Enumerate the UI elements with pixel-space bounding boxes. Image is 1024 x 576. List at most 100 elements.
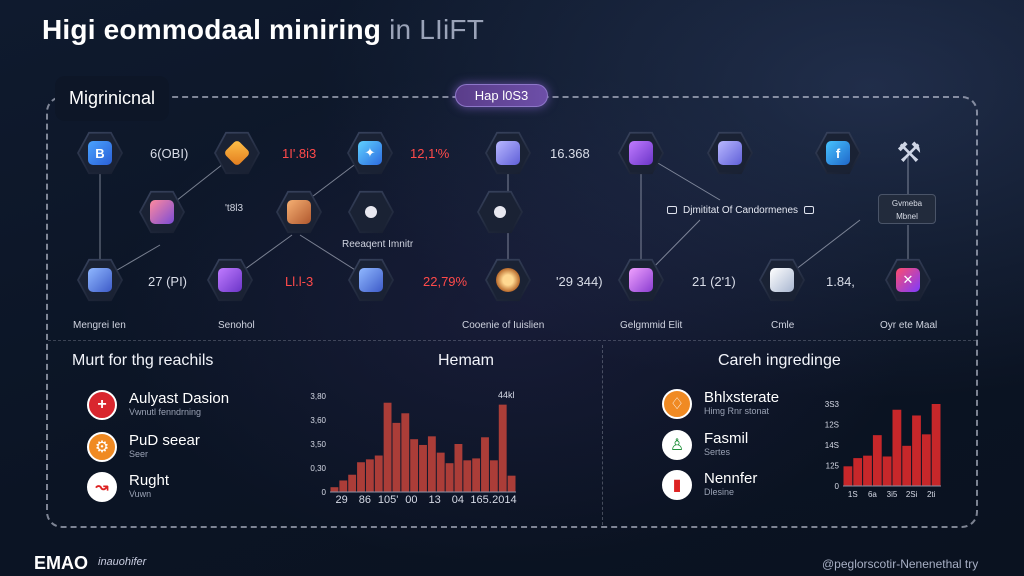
item-title: Bhlxsterate — [704, 389, 780, 406]
crate-glyph — [150, 200, 174, 224]
pickaxe-glyph — [629, 268, 653, 292]
peak-label: 44kl — [498, 390, 515, 400]
item-title: Fasmil — [704, 430, 749, 447]
y-tick-label: 0 — [835, 482, 840, 491]
bar — [365, 459, 374, 492]
bar — [330, 487, 339, 492]
left-list-item[interactable]: ↝ Rught Vuwn — [87, 472, 169, 502]
x-tick-label: 00 — [405, 494, 417, 506]
envelope-icon[interactable] — [759, 258, 805, 302]
bar — [912, 415, 921, 486]
cube-stack-glyph — [88, 268, 112, 292]
right-list-item[interactable]: ▮ Nennfer Dlesine — [662, 470, 757, 500]
x-tick-label: 165. — [470, 494, 491, 506]
bar — [931, 404, 941, 486]
bar — [339, 480, 348, 492]
route-icon: ↝ — [87, 472, 117, 502]
item-title: PuD seear — [129, 432, 200, 449]
y-tick-label: 14S — [825, 441, 839, 450]
crate-icon[interactable] — [139, 190, 185, 234]
footer-credit: @peglorscotir-Nenenethal try — [822, 557, 979, 571]
y-tick-label: 3,80 — [310, 392, 326, 401]
bar — [892, 409, 902, 486]
version-badge[interactable]: Hap l0S3 — [455, 84, 548, 107]
x-tick-label: 2Si — [906, 490, 918, 499]
coin-icon[interactable]: f — [815, 131, 861, 175]
caption-1: Mengrei Ien — [73, 320, 126, 331]
x-tick-label: 105' — [378, 494, 398, 506]
coin-glyph: f — [826, 141, 850, 165]
caption-6: Oyr ete Maal — [880, 320, 938, 331]
diamond-icon[interactable] — [214, 131, 260, 175]
right-list-item[interactable]: ♙ Fasmil Sertes — [662, 430, 748, 460]
title-suffix: in LIiFT — [389, 14, 485, 45]
caption-2: Senohol — [218, 320, 255, 331]
column-divider — [602, 345, 603, 525]
label-row-1: 27 (PI) — [148, 274, 188, 289]
gear-icon: ⚙ — [87, 432, 117, 462]
wallet-glyph: B — [88, 141, 112, 165]
box-glyph — [287, 200, 311, 224]
left-list-item[interactable]: + Aulyast Dasion Vwnutl fenndrning — [87, 390, 229, 420]
x-tick-label: 29 — [336, 494, 348, 506]
title-main: Higi eommodaal miniring — [42, 14, 382, 45]
left-list-item[interactable]: ⚙ PuD seear Seer — [87, 432, 200, 462]
bar — [843, 466, 853, 486]
pawn-icon: ♙ — [662, 430, 692, 460]
processor-glyph — [629, 141, 653, 165]
item-title: Nennfer — [704, 470, 758, 487]
cube-stack-icon[interactable] — [77, 258, 123, 302]
bar — [863, 455, 872, 486]
bar — [463, 460, 472, 492]
y-tick-label: 0,30 — [310, 464, 326, 473]
bar — [445, 463, 454, 492]
cross-tools-icon[interactable]: ✕ — [885, 258, 931, 302]
gear-glyph — [496, 268, 520, 292]
item-subtitle: Vwnutl fenndrning — [129, 407, 202, 417]
right-list-item[interactable]: ♢ Bhlxsterate Himg Rnr stonat — [662, 389, 779, 419]
plus-icon: + — [87, 390, 117, 420]
label-top-3: 12,1'% — [410, 146, 450, 161]
item-subtitle: Himg Rnr stonat — [704, 406, 770, 416]
bar — [392, 422, 401, 492]
info-card[interactable]: Djmititat Of Candormenes — [667, 200, 817, 220]
side-card-line-1: Gvmeba — [891, 199, 923, 208]
label-top-4: 16.368 — [550, 146, 590, 161]
processor-icon[interactable] — [618, 131, 664, 175]
drop-glyph — [365, 206, 377, 218]
item-subtitle: Vuwn — [129, 489, 152, 499]
shield-glyph — [218, 268, 242, 292]
server-glyph — [496, 141, 520, 165]
side-card-line-2: Mbnel — [896, 212, 918, 221]
bar — [498, 404, 507, 492]
caption-3: Cooenie of Iuislien — [462, 320, 545, 331]
label-row-6: 1.84, — [826, 274, 855, 289]
footer-logo: EMAO — [34, 553, 88, 573]
bar — [401, 413, 410, 492]
bar — [436, 452, 445, 492]
footer-tagline: inauohifer — [98, 556, 147, 568]
shield-icon[interactable] — [207, 258, 253, 302]
tools-icon: ⚒ — [896, 137, 922, 168]
bar — [472, 458, 481, 492]
bar — [507, 475, 516, 492]
y-tick-label: 3,50 — [310, 440, 326, 449]
bar — [419, 444, 427, 492]
caption-4: Gelgmmid Elit — [620, 320, 683, 331]
x-tick-label: 3i5 — [887, 490, 898, 499]
label-row-4: '29 344) — [556, 274, 603, 289]
pickaxe-icon[interactable] — [618, 258, 664, 302]
phone-icon[interactable] — [707, 131, 753, 175]
bar — [357, 462, 365, 492]
label-top-2: 1I'.8i3 — [282, 146, 317, 161]
card-icon-right — [804, 206, 815, 214]
item-title: Rught — [129, 472, 170, 489]
item-title: Aulyast Dasion — [129, 390, 230, 407]
left-section-title: Murt for thg reachils — [72, 352, 214, 369]
right-bar-chart: 3S3 12S 14S 125 0 1S 6a 3i5 2Si 2ti — [825, 400, 941, 499]
side-card[interactable]: Gvmeba Mbnel — [878, 194, 936, 224]
page-title: Higi eommodaal miniring in LIiFT — [42, 14, 484, 46]
bar — [410, 439, 419, 492]
info-card-label: Djmititat Of Candormenes — [683, 204, 799, 216]
caption-5: Cmle — [771, 320, 795, 331]
